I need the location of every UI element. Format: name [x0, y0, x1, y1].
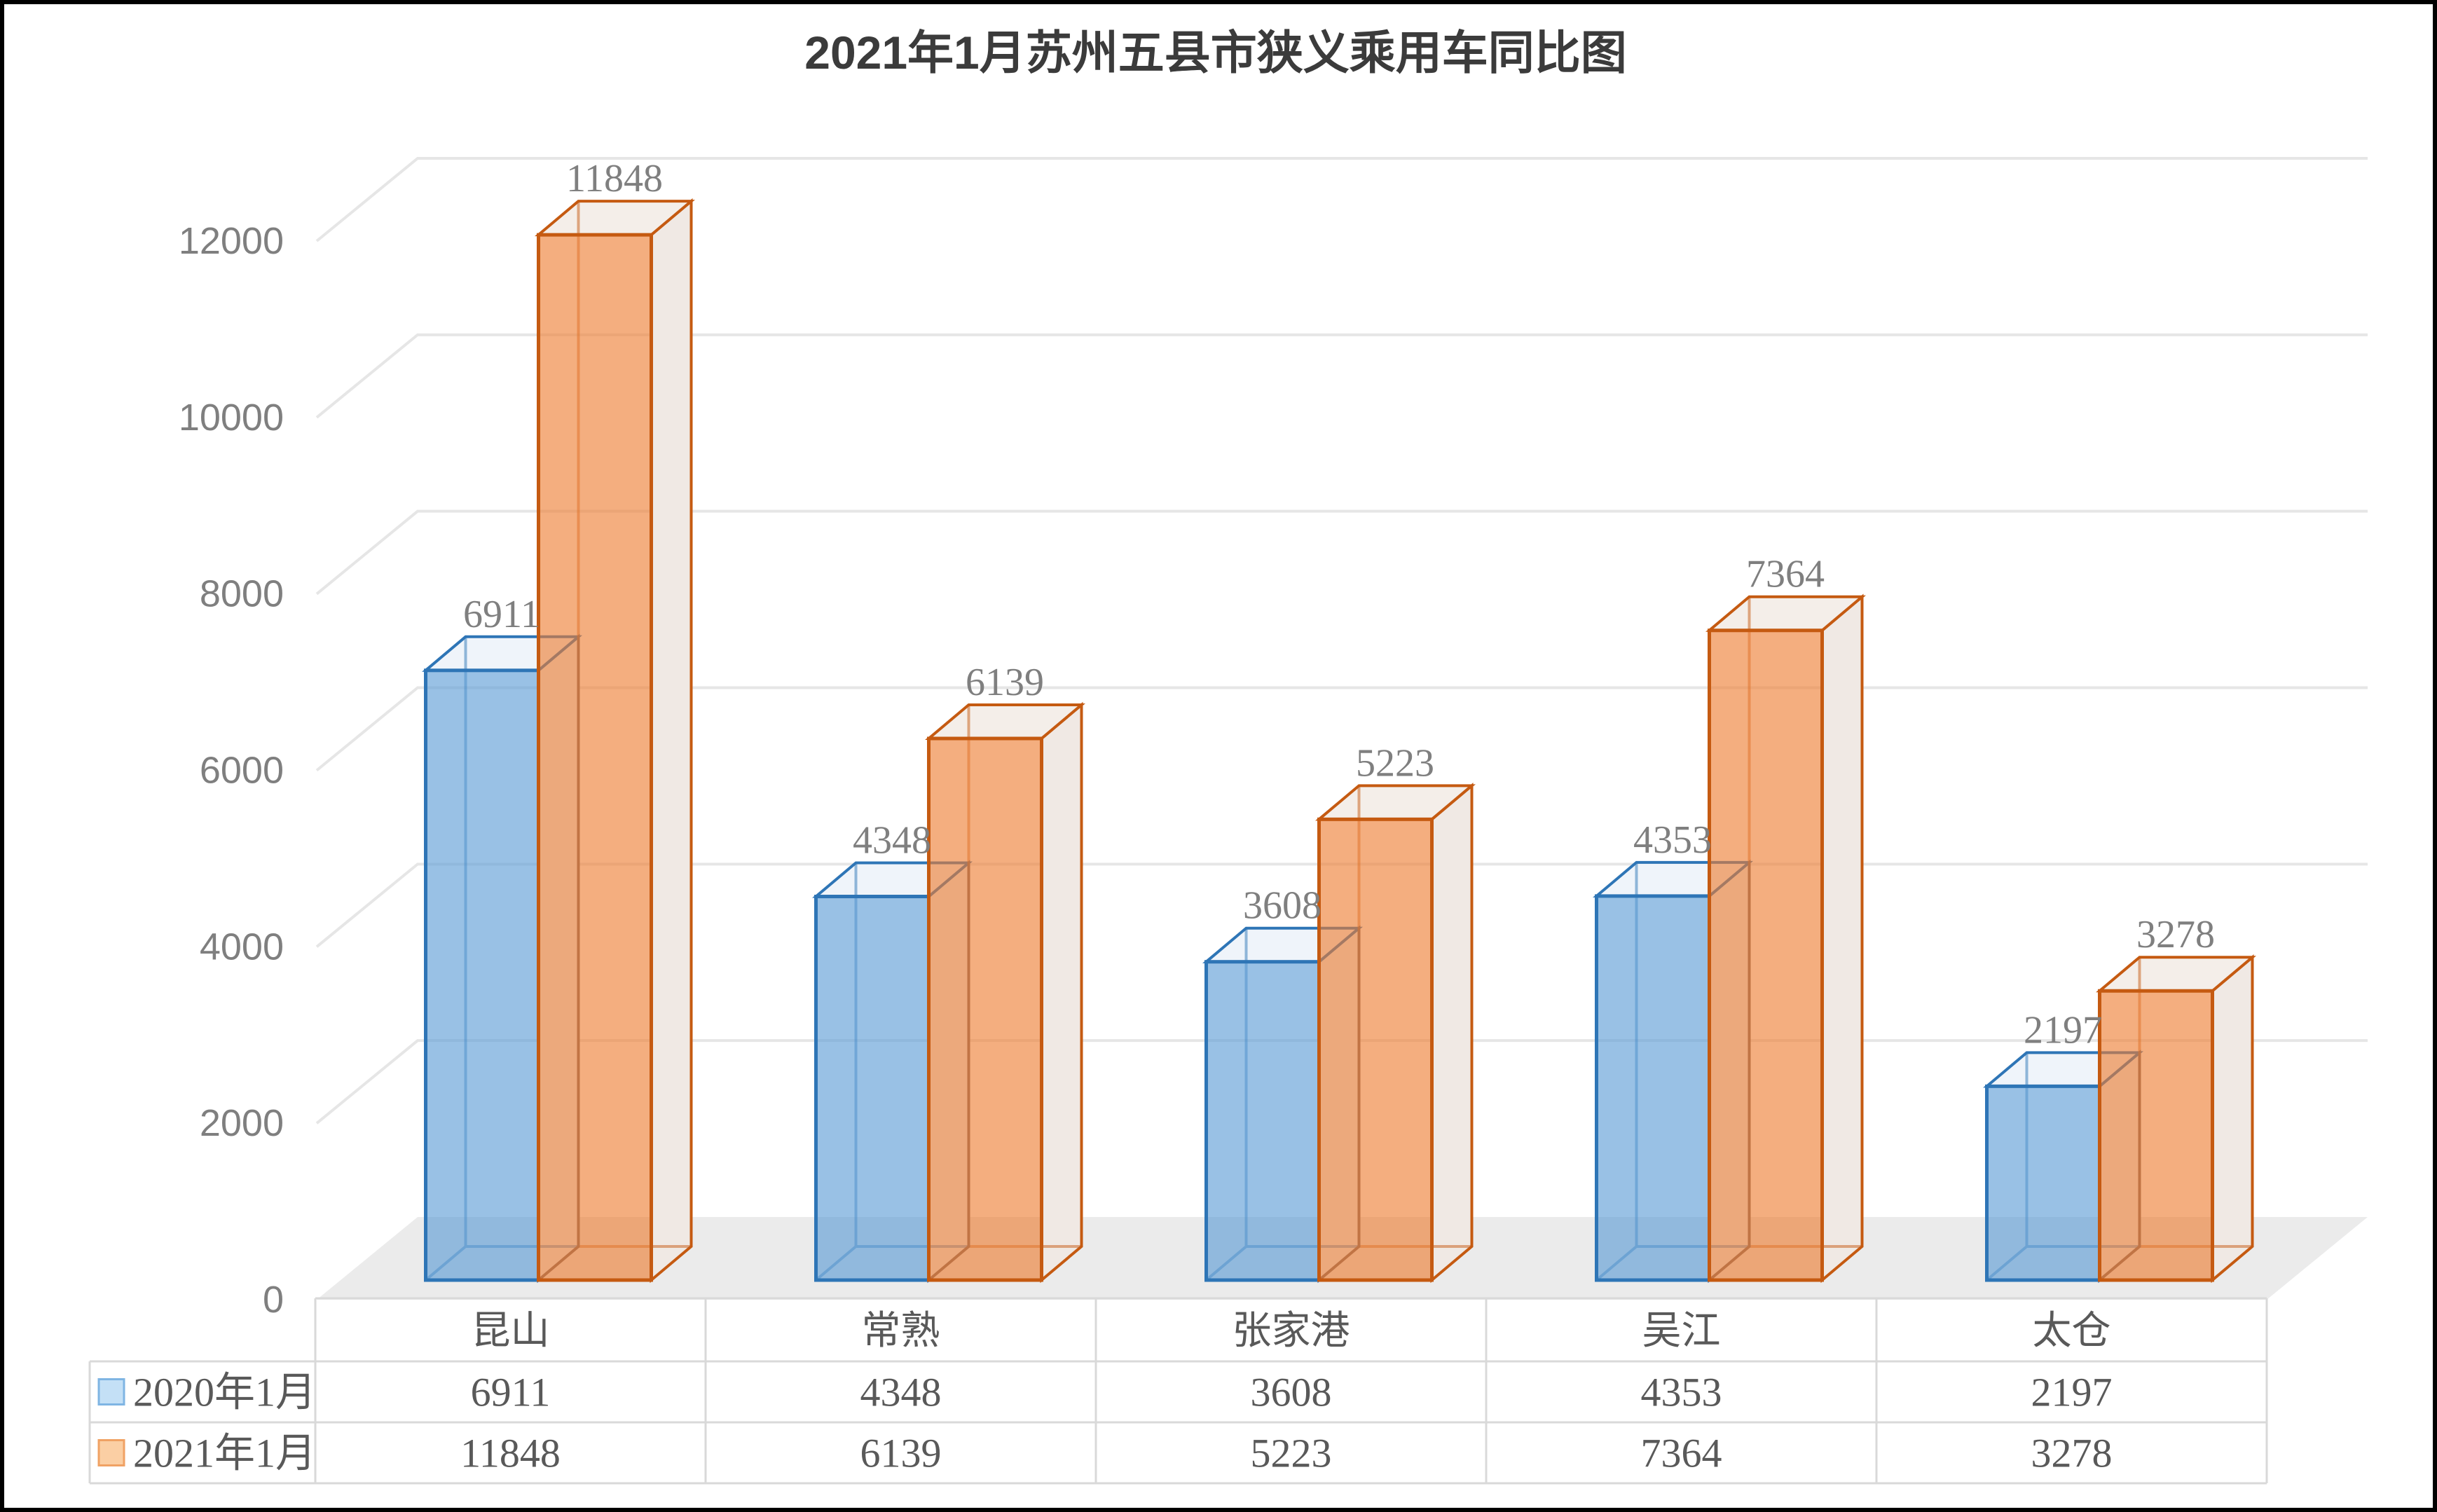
bar-side-face	[1040, 701, 1083, 1284]
y-axis-tick-label: 12000	[179, 220, 284, 262]
bar-data-label: 5223	[1356, 741, 1434, 785]
bar-front-face	[1317, 817, 1434, 1282]
bar-front-face	[2098, 989, 2214, 1282]
bar-front-face	[1204, 960, 1321, 1282]
bar-data-label: 11848	[566, 157, 663, 200]
bar-front-face	[1595, 894, 1711, 1282]
bar-front-face	[537, 233, 653, 1282]
gridline	[315, 157, 2368, 242]
table-category-header: 昆山	[472, 1310, 550, 1353]
bar-side-face	[650, 198, 693, 1284]
bar-data-label: 6911	[463, 593, 540, 636]
y-axis-tick-label: 10000	[179, 397, 284, 439]
legend-swatch	[97, 1439, 125, 1466]
legend-swatch	[97, 1378, 125, 1406]
table-cell-value: 3608	[1251, 1370, 1332, 1415]
bar-data-label: 3278	[2136, 913, 2215, 956]
bar-data-label: 7364	[1746, 553, 1825, 596]
data-labels: 6911 11848 4348 6139 3608 5223 4353 7364 2197 327…	[463, 157, 2215, 1052]
bar-side-face	[2211, 954, 2254, 1284]
y-axis-tick-label: 2000	[200, 1102, 284, 1144]
gridline	[315, 509, 2368, 596]
legend-series-label: 2021年1月	[133, 1431, 316, 1476]
table-cell-value: 3278	[2031, 1431, 2113, 1476]
data-table: 昆山 常熟 张家港 吴江 太仓 2020年1月 6911 4348 3608 4353 2197 20…	[88, 1297, 2268, 1485]
bar-front-face	[1708, 628, 1824, 1282]
legend-series-label: 2020年1月	[133, 1370, 316, 1415]
gridline	[315, 333, 2368, 419]
table-category-header: 吴江	[1642, 1310, 1721, 1353]
bar-data-label: 6139	[966, 661, 1044, 704]
bar-2021年1月-张家港	[1315, 783, 1476, 1284]
y-axis-labels: 0 2000 4000 6000 8000 10000 12000	[179, 220, 284, 1321]
y-axis-tick-label: 4000	[200, 926, 284, 968]
table-category-header: 太仓	[2033, 1310, 2111, 1353]
table-cell-value: 6911	[471, 1370, 551, 1415]
chart-title: 2021年1月苏州五县市狭义乘用车同比图	[804, 27, 1627, 78]
bar-2021年1月-昆山	[535, 198, 695, 1284]
bar-data-label: 2197	[2024, 1008, 2102, 1052]
bar-data-label: 4353	[1633, 818, 1712, 862]
table-cell-value: 11848	[460, 1431, 561, 1476]
table-cell-value: 7364	[1641, 1431, 1722, 1476]
y-axis-tick-label: 0	[263, 1279, 284, 1321]
bar-2021年1月-太仓	[2096, 954, 2256, 1284]
bars	[422, 198, 2256, 1284]
table-category-header: 常熟	[862, 1310, 940, 1353]
bar-2021年1月-吴江	[1705, 593, 1866, 1284]
table-cell-value: 4353	[1641, 1370, 1722, 1415]
table-category-header: 张家港	[1233, 1310, 1350, 1353]
bar-2021年1月-常熟	[925, 701, 1085, 1284]
bar-data-label: 4348	[853, 819, 931, 862]
table-cell-value: 4348	[860, 1370, 942, 1415]
table-cell-value: 5223	[1251, 1431, 1332, 1476]
y-axis-tick-label: 6000	[200, 750, 284, 792]
y-axis-tick-label: 8000	[200, 573, 284, 615]
bar-side-face	[1820, 593, 1864, 1284]
bar-data-label: 3608	[1243, 884, 1322, 928]
bar-front-face	[927, 736, 1043, 1282]
bar-front-face	[424, 668, 540, 1282]
bar-front-face	[814, 895, 931, 1282]
bar-front-face	[1985, 1084, 2101, 1282]
table-cell-value: 2197	[2031, 1370, 2113, 1415]
bar-side-face	[1430, 783, 1474, 1284]
table-cell-value: 6139	[860, 1431, 942, 1476]
